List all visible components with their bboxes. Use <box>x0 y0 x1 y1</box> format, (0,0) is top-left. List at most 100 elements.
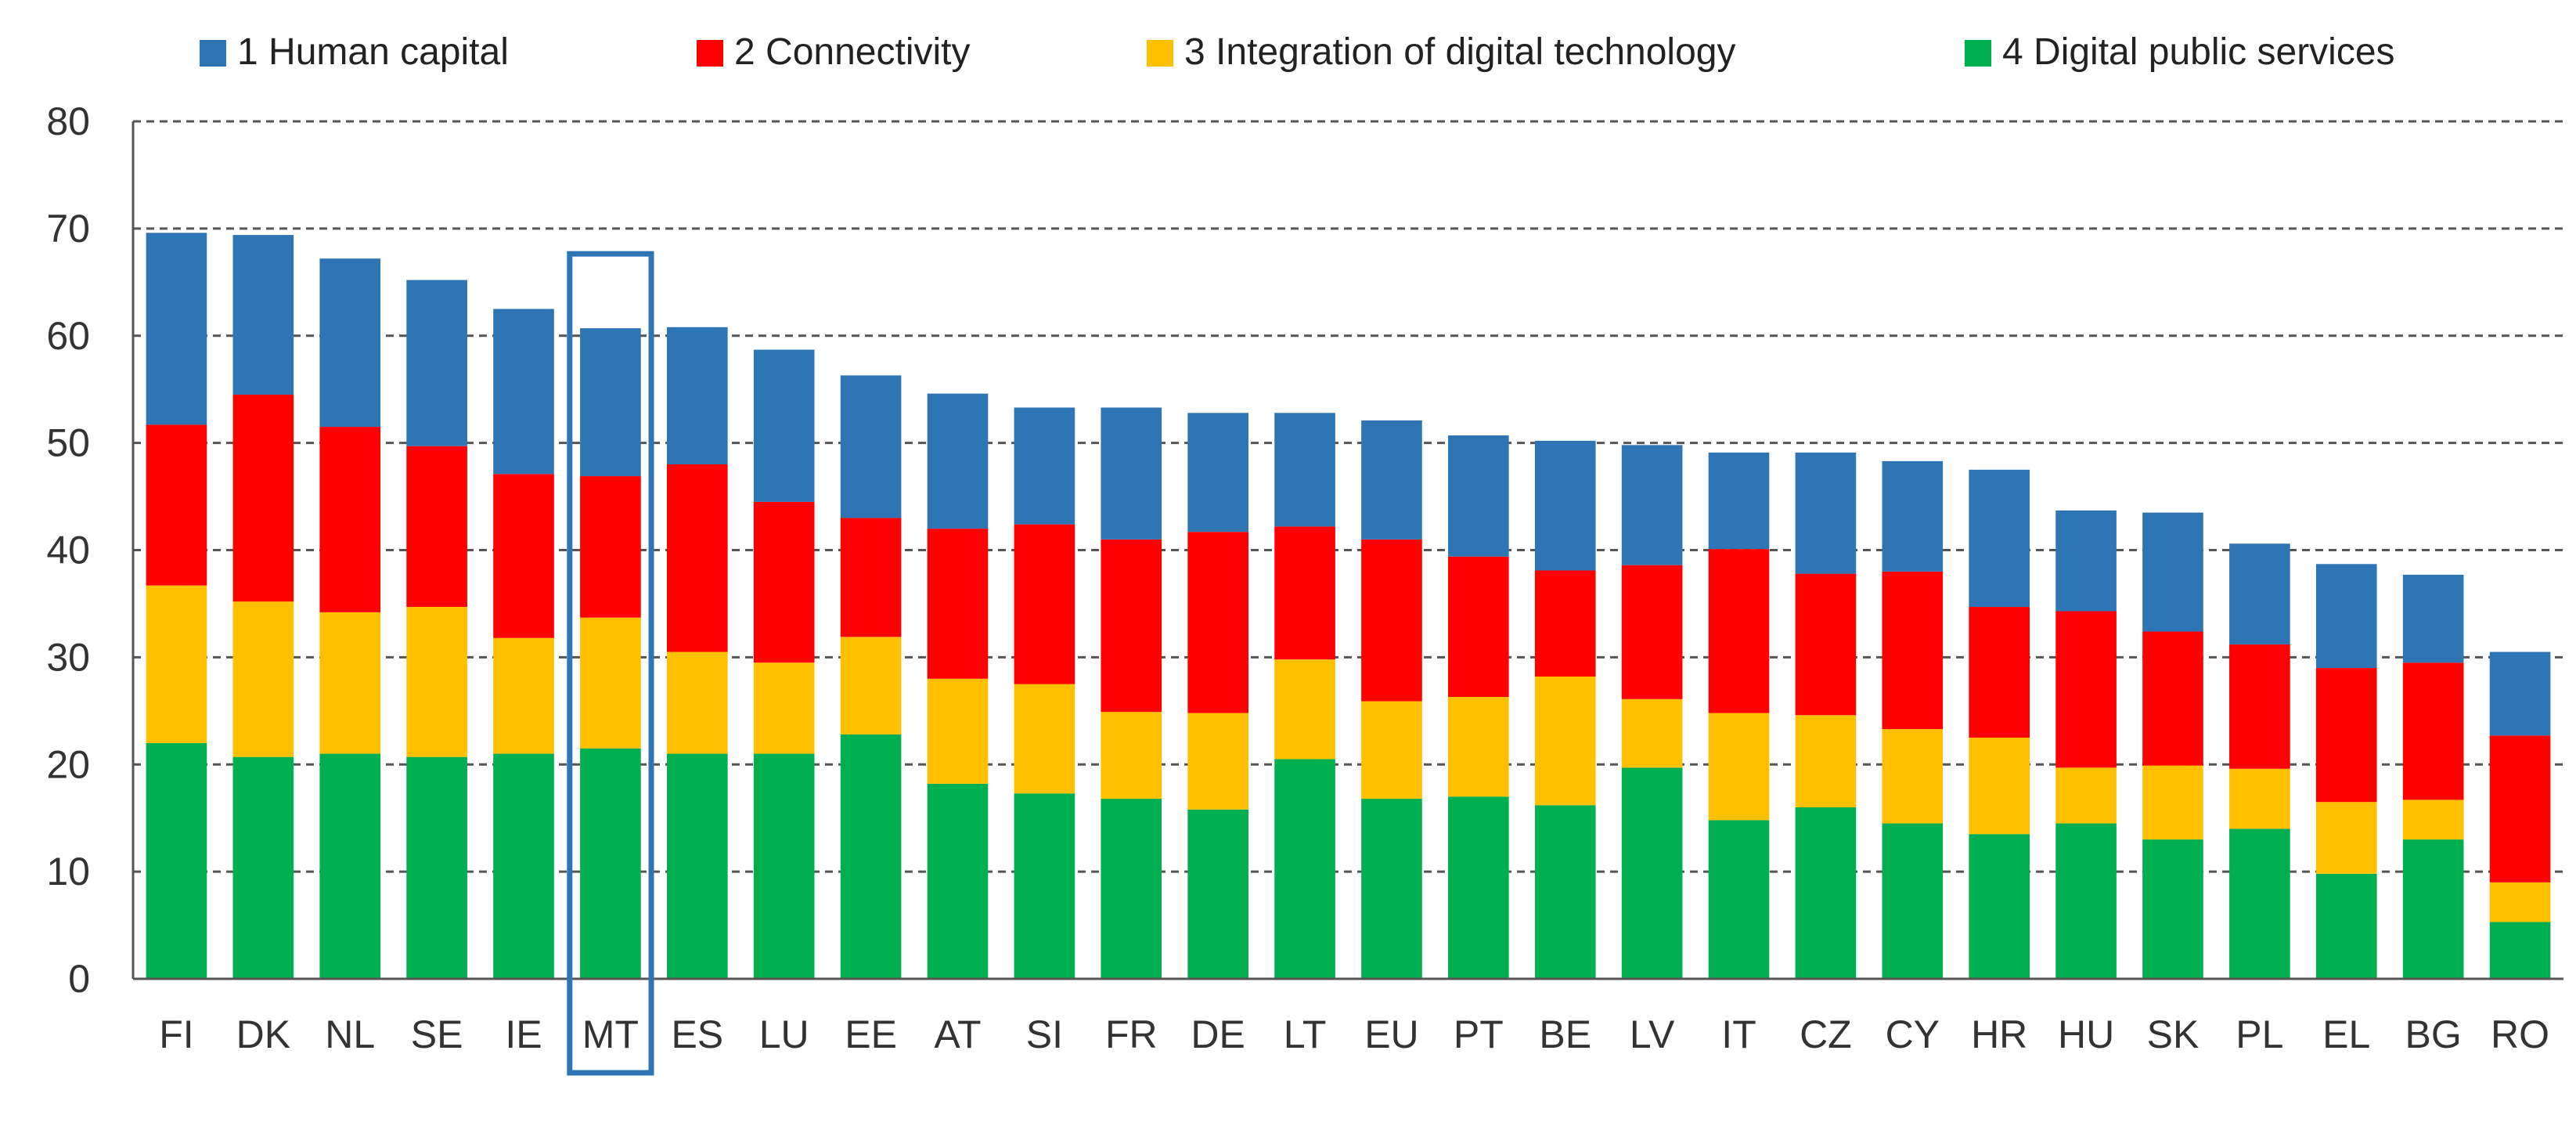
legend-swatch <box>1965 40 1991 67</box>
x-tick-label: LV <box>1630 1012 1675 1056</box>
bar-segment <box>232 756 294 979</box>
bar-segment <box>2489 882 2551 922</box>
bar-segment <box>1187 713 1248 810</box>
legend-swatch <box>697 40 723 67</box>
x-tick-label: RO <box>2491 1012 2549 1056</box>
bar-segment <box>319 753 381 979</box>
bar-segment <box>2229 543 2290 644</box>
bar-segment <box>1274 526 1335 660</box>
x-tick-label: LU <box>759 1012 809 1056</box>
bar-segment <box>1014 793 1075 979</box>
x-tick-label: CY <box>1886 1012 1940 1056</box>
x-tick-label: EL <box>2322 1012 2370 1056</box>
x-tick-label: IT <box>1721 1012 1756 1056</box>
bar-segment <box>927 678 989 784</box>
y-tick-label: 80 <box>46 99 90 143</box>
x-tick-label: HU <box>2058 1012 2114 1056</box>
bar-segment <box>1882 571 1944 730</box>
bars <box>146 233 2551 979</box>
bar-segment <box>1361 539 1422 702</box>
bar-segment <box>580 476 641 618</box>
legend-label: 1 Human capital <box>237 31 509 73</box>
bar-segment <box>2142 631 2203 766</box>
bar-segment <box>1534 440 1596 571</box>
bar-segment <box>580 328 641 477</box>
bar-segment <box>1969 738 2030 835</box>
legend-label: 3 Integration of digital technology <box>1184 31 1735 73</box>
bar-segment <box>2229 828 2290 979</box>
bar-segment <box>1101 712 1162 800</box>
x-tick-label: LT <box>1284 1012 1327 1056</box>
bar-segment <box>493 474 554 638</box>
x-tick-label: SI <box>1026 1012 1063 1056</box>
bar-segment <box>1448 556 1509 698</box>
bar-segment <box>1534 677 1596 806</box>
bar-segment <box>146 585 207 743</box>
bar-segment <box>2055 767 2117 824</box>
bar-segment <box>2402 662 2464 800</box>
legend: 1 Human capital 2 Connectivity 3 Integrati… <box>200 31 2395 73</box>
bar-segment <box>1448 435 1509 557</box>
bar-segment <box>2402 574 2464 663</box>
x-tick-label: SE <box>411 1012 463 1056</box>
bar-segment <box>580 748 641 979</box>
x-tick-label: FI <box>159 1012 193 1056</box>
bar-segment <box>666 753 728 979</box>
x-tick-label: HR <box>1971 1012 2027 1056</box>
bar-segment <box>1274 413 1335 527</box>
bar-segment <box>1795 452 1857 574</box>
x-tick-label: IE <box>505 1012 542 1056</box>
y-tick-label: 20 <box>46 742 90 786</box>
bar-segment <box>2315 668 2377 803</box>
bar-segment <box>1882 729 1944 824</box>
bar-segment <box>2315 802 2377 874</box>
bar-segment <box>406 756 467 979</box>
y-tick-label: 40 <box>46 529 90 572</box>
bar-segment <box>666 464 728 652</box>
bar-segment <box>1621 445 1683 565</box>
bar-segment <box>146 233 207 425</box>
bar-segment <box>319 258 381 428</box>
bar-segment <box>580 617 641 749</box>
bar-segment <box>1274 759 1335 979</box>
x-tick-label: MT <box>582 1012 639 1056</box>
bar-segment <box>1882 460 1944 572</box>
bar-segment <box>1621 565 1683 699</box>
legend-swatch <box>1147 40 1173 67</box>
bar-segment <box>2489 922 2551 979</box>
bar-segment <box>1101 539 1162 713</box>
bar-segment <box>1708 452 1770 550</box>
legend-swatch <box>200 40 226 67</box>
bar-segment <box>927 529 989 679</box>
x-tick-label: PT <box>1454 1012 1504 1056</box>
bar-segment <box>1708 549 1770 713</box>
bar-segment <box>1187 532 1248 713</box>
bar-segment <box>2315 564 2377 669</box>
x-tick-label: DE <box>1191 1012 1245 1056</box>
bar-segment <box>840 375 902 518</box>
x-tick-label: EE <box>845 1012 897 1056</box>
bar-segment <box>666 327 728 464</box>
bar-segment <box>1101 799 1162 979</box>
bar-segment <box>1014 524 1075 684</box>
bar-segment <box>2055 510 2117 612</box>
bar-segment <box>232 395 294 602</box>
bar-segment <box>2229 768 2290 829</box>
x-tick-label: EU <box>1364 1012 1418 1056</box>
bar-segment <box>753 753 815 979</box>
x-tick-label: NL <box>325 1012 375 1056</box>
bar-segment <box>1187 809 1248 979</box>
bar-segment <box>1448 796 1509 979</box>
x-axis: FI DK NL SE IE MT ES LU EE AT SI FR DE LT EU PT BE LV IT CZ… <box>133 977 2563 1056</box>
bar-segment <box>1621 767 1683 979</box>
highlight-box <box>567 251 654 1076</box>
legend-label: 2 Connectivity <box>734 31 970 73</box>
bar-segment <box>927 393 989 529</box>
bar-segment <box>1014 684 1075 794</box>
x-tick-label: PL <box>2236 1012 2283 1056</box>
x-tick-label: CZ <box>1800 1012 1852 1056</box>
bar-segment <box>1621 698 1683 768</box>
bar-segment <box>493 637 554 754</box>
y-axis: 0 10 20 30 40 50 60 70 80 <box>46 99 135 1001</box>
